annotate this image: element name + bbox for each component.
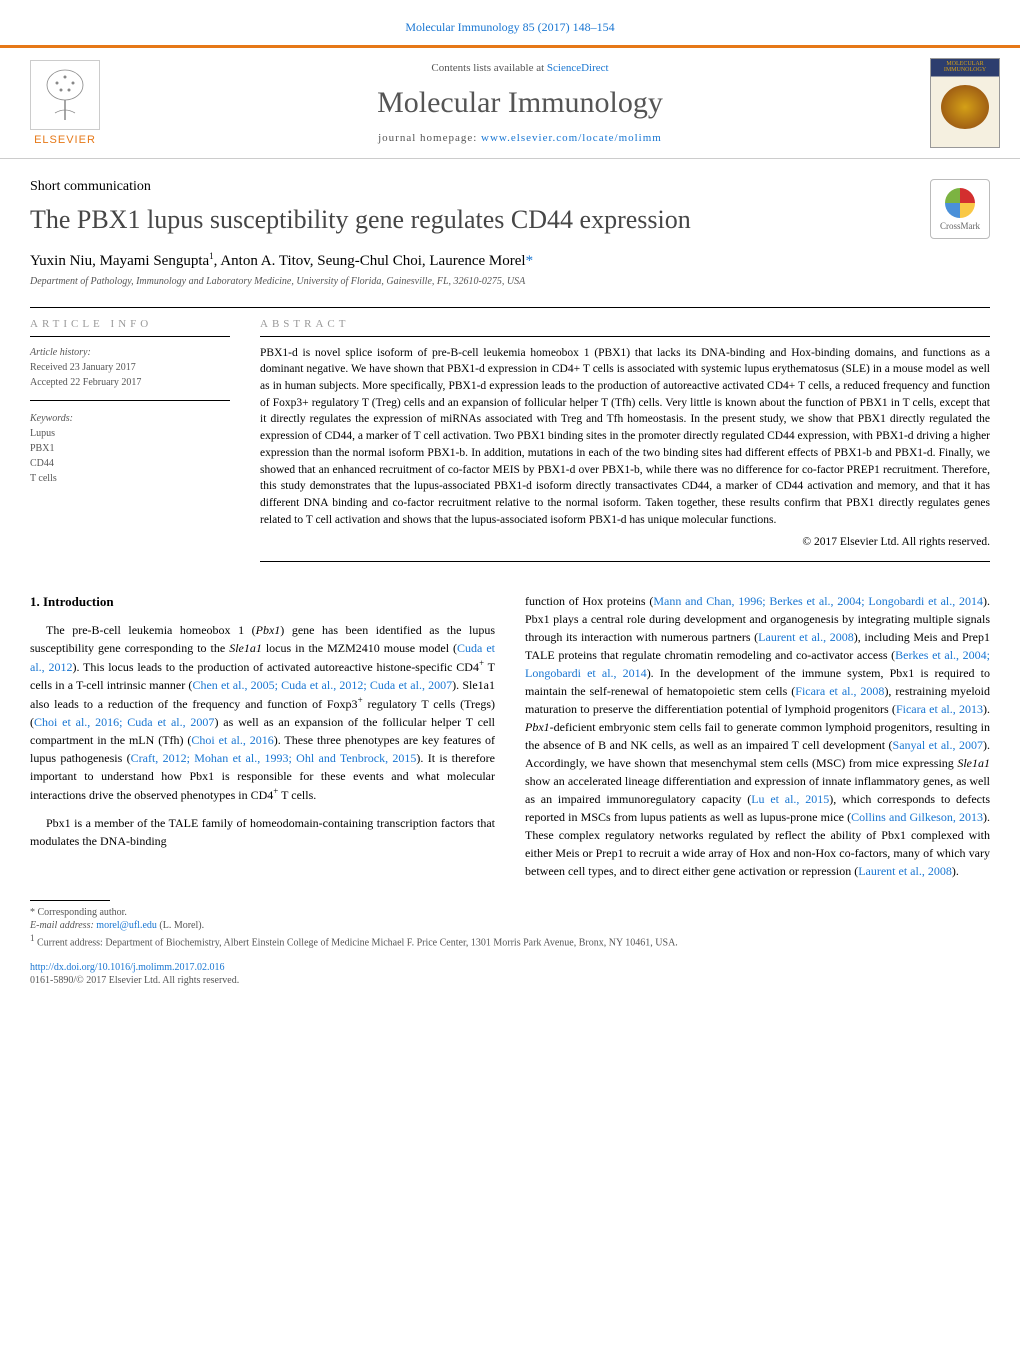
text: ). (952, 864, 959, 878)
crossmark-badge[interactable]: CrossMark (930, 179, 990, 239)
citation-link[interactable]: Laurent et al., 2008 (858, 864, 952, 878)
elsevier-logo: ELSEVIER (20, 60, 110, 146)
keywords-block: Keywords: Lupus PBX1 CD44 T cells (30, 411, 230, 486)
footer-divider (30, 900, 110, 901)
citation-link[interactable]: Ficara et al., 2008 (795, 684, 884, 698)
journal-cover-title: MOLECULAR IMMUNOLOGY (931, 59, 999, 73)
keyword: T cells (30, 471, 230, 486)
email-suffix: (L. Morel). (157, 920, 204, 931)
journal-title: Molecular Immunology (110, 86, 930, 120)
citation-link[interactable]: Mann and Chan, 1996; Berkes et al., 2004… (653, 594, 983, 608)
citation-link[interactable]: Lu et al., 2015 (751, 792, 829, 806)
citation-link[interactable]: Ficara et al., 2013 (896, 702, 983, 716)
sciencedirect-link[interactable]: ScienceDirect (547, 62, 609, 74)
doi-section: http://dx.doi.org/10.1016/j.molimm.2017.… (30, 962, 990, 986)
gene-italic: Sle1a1 (229, 641, 262, 655)
intro-para-1: The pre-B-cell leukemia homeobox 1 (Pbx1… (30, 621, 495, 804)
homepage-link[interactable]: www.elsevier.com/locate/molimm (481, 132, 662, 144)
text: ). This locus leads to the production of… (72, 660, 479, 674)
text: The pre-B-cell leukemia homeobox 1 ( (46, 623, 256, 637)
article-type: Short communication (30, 179, 930, 195)
column-left: 1. Introduction The pre-B-cell leukemia … (30, 592, 495, 890)
abstract-text: PBX1-d is novel splice isoform of pre-B-… (260, 345, 990, 562)
authors-part2: , Anton A. Titov, Seung-Chul Choi, Laure… (214, 253, 526, 269)
section-heading-intro: 1. Introduction (30, 592, 495, 612)
crossmark-label: CrossMark (940, 221, 980, 231)
elsevier-text: ELSEVIER (34, 134, 96, 146)
journal-center: Contents lists available at ScienceDirec… (110, 62, 930, 144)
citation-link[interactable]: Chen et al., 2005; Cuda et al., 2012; Cu… (192, 678, 452, 692)
citation-link[interactable]: Choi et al., 2016 (191, 733, 273, 747)
email-link[interactable]: morel@ufl.edu (96, 920, 157, 931)
abstract-copyright: © 2017 Elsevier Ltd. All rights reserved… (260, 534, 990, 551)
abstract-body: PBX1-d is novel splice isoform of pre-B-… (260, 347, 990, 526)
journal-citation: Molecular Immunology 85 (2017) 148–154 (0, 0, 1020, 45)
article-info: ARTICLE INFO Article history: Received 2… (30, 318, 230, 562)
keywords-label: Keywords: (30, 411, 230, 426)
intro-para-2-cont: function of Hox proteins (Mann and Chan,… (525, 592, 990, 880)
corresponding-author: * Corresponding author. (30, 907, 990, 918)
footer: * Corresponding author. E-mail address: … (0, 900, 1020, 1008)
affiliation: Department of Pathology, Immunology and … (30, 276, 930, 287)
text: function of Hox proteins ( (525, 594, 653, 608)
note-text: Current address: Department of Biochemis… (35, 937, 678, 948)
main-content: 1. Introduction The pre-B-cell leukemia … (0, 562, 1020, 900)
gene-italic: Pbx1 (256, 623, 281, 637)
keyword: PBX1 (30, 441, 230, 456)
history-label: Article history: (30, 345, 230, 360)
journal-cover-image (941, 85, 989, 129)
gene-italic: Pbx1 (525, 720, 550, 734)
homepage-prefix: journal homepage: (378, 132, 481, 144)
contents-line: Contents lists available at ScienceDirec… (110, 62, 930, 74)
citation-link[interactable]: Sanyal et al., 2007 (893, 738, 983, 752)
author-note-1: 1 Current address: Department of Biochem… (30, 933, 990, 948)
journal-homepage: journal homepage: www.elsevier.com/locat… (110, 132, 930, 144)
email-label: E-mail address: (30, 920, 96, 931)
contents-prefix: Contents lists available at (431, 62, 546, 74)
text: T cells. (278, 788, 316, 802)
gene-italic: Sle1a1 (957, 756, 990, 770)
text: ). (983, 702, 990, 716)
info-heading: ARTICLE INFO (30, 318, 230, 337)
text: locus in the MZM2410 mouse model ( (262, 641, 457, 655)
corresponding-asterisk: * (526, 253, 534, 269)
keyword: CD44 (30, 456, 230, 471)
abstract-heading: ABSTRACT (260, 318, 990, 337)
article-header: Short communication The PBX1 lupus susce… (0, 159, 1020, 297)
keyword: Lupus (30, 426, 230, 441)
citation-link[interactable]: Laurent et al., 2008 (758, 630, 854, 644)
citation-link[interactable]: Choi et al., 2016; Cuda et al., 2007 (34, 715, 214, 729)
citation-link[interactable]: Collins and Gilkeson, 2013 (851, 810, 983, 824)
journal-cover: MOLECULAR IMMUNOLOGY (930, 58, 1000, 148)
authors: Yuxin Niu, Mayami Sengupta1, Anton A. Ti… (30, 251, 930, 270)
abstract-section: ABSTRACT PBX1-d is novel splice isoform … (260, 318, 990, 562)
article-title: The PBX1 lupus susceptibility gene regul… (30, 203, 930, 237)
accepted-date: Accepted 22 February 2017 (30, 375, 230, 390)
article-history: Article history: Received 23 January 201… (30, 345, 230, 401)
doi-link[interactable]: http://dx.doi.org/10.1016/j.molimm.2017.… (30, 962, 225, 973)
citation-link[interactable]: Craft, 2012; Mohan et al., 1993; Ohl and… (131, 751, 417, 765)
issn-copyright: 0161-5890/© 2017 Elsevier Ltd. All right… (30, 975, 990, 986)
intro-para-2: Pbx1 is a member of the TALE family of h… (30, 814, 495, 850)
journal-header-bar: ELSEVIER Contents lists available at Sci… (0, 45, 1020, 159)
column-right: function of Hox proteins (Mann and Chan,… (525, 592, 990, 890)
received-date: Received 23 January 2017 (30, 360, 230, 375)
divider (30, 307, 990, 308)
elsevier-tree-icon (30, 60, 100, 130)
authors-part1: Yuxin Niu, Mayami Sengupta (30, 253, 209, 269)
crossmark-icon (945, 188, 975, 218)
email-line: E-mail address: morel@ufl.edu (L. Morel)… (30, 920, 990, 931)
info-abstract-row: ARTICLE INFO Article history: Received 2… (0, 318, 1020, 562)
